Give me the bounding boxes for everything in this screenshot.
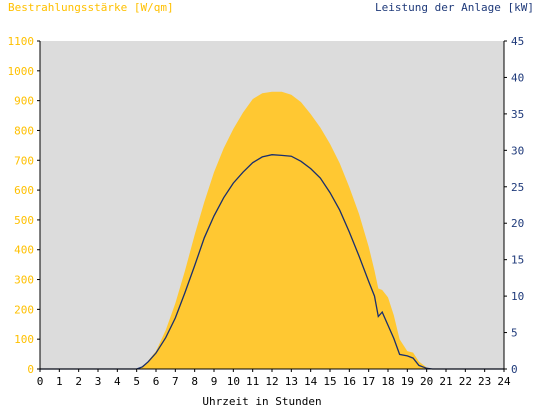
x-tick-label: 8: [191, 375, 198, 388]
x-tick-label: 4: [114, 375, 121, 388]
x-tick-label: 12: [265, 375, 278, 388]
x-tick-label: 19: [401, 375, 414, 388]
x-tick-label: 20: [420, 375, 433, 388]
x-tick-label: 18: [381, 375, 394, 388]
x-axis-title: Uhrzeit in Stunden: [202, 395, 321, 408]
left-tick-label: 900: [14, 95, 34, 108]
x-tick-label: 13: [285, 375, 298, 388]
left-tick-label: 500: [14, 214, 34, 227]
x-tick-label: 16: [343, 375, 356, 388]
x-tick-label: 21: [439, 375, 452, 388]
left-tick-label: 800: [14, 124, 34, 137]
right-tick-label: 40: [511, 71, 524, 84]
left-tick-label: 1100: [8, 35, 35, 48]
left-tick-label: 400: [14, 244, 34, 257]
left-tick-label: 0: [27, 363, 34, 376]
right-tick-label: 15: [511, 254, 524, 267]
x-tick-label: 6: [153, 375, 160, 388]
left-tick-label: 100: [14, 333, 34, 346]
x-tick-label: 11: [246, 375, 259, 388]
x-tick-label: 1: [56, 375, 63, 388]
right-tick-label: 0: [511, 363, 518, 376]
x-tick-label: 17: [362, 375, 375, 388]
x-tick-label: 9: [211, 375, 218, 388]
right-axis-title: Leistung der Anlage [kW]: [375, 1, 534, 14]
left-tick-label: 200: [14, 303, 34, 316]
x-tick-label: 15: [323, 375, 336, 388]
x-tick-label: 14: [304, 375, 318, 388]
x-tick-label: 10: [227, 375, 240, 388]
right-tick-label: 30: [511, 144, 524, 157]
left-tick-label: 700: [14, 154, 34, 167]
left-axis-title: Bestrahlungsstärke [W/qm]: [8, 1, 174, 14]
power-line-series: [40, 154, 504, 370]
x-tick-label: 3: [95, 375, 102, 388]
x-tick-label: 2: [75, 375, 82, 388]
irradiance-area-series: [40, 91, 504, 369]
left-tick-label: 300: [14, 274, 34, 287]
x-tick-label: 5: [133, 375, 140, 388]
right-tick-label: 25: [511, 181, 524, 194]
x-tick-label: 22: [459, 375, 472, 388]
right-tick-label: 45: [511, 35, 524, 48]
right-tick-label: 20: [511, 217, 524, 230]
left-tick-label: 1000: [8, 65, 35, 78]
x-tick-label: 7: [172, 375, 179, 388]
x-tick-label: 0: [37, 375, 44, 388]
x-tick-label: 23: [478, 375, 491, 388]
left-tick-label: 600: [14, 184, 34, 197]
right-tick-label: 10: [511, 290, 524, 303]
right-tick-label: 35: [511, 108, 524, 121]
right-tick-label: 5: [511, 327, 518, 340]
x-tick-label: 24: [497, 375, 511, 388]
